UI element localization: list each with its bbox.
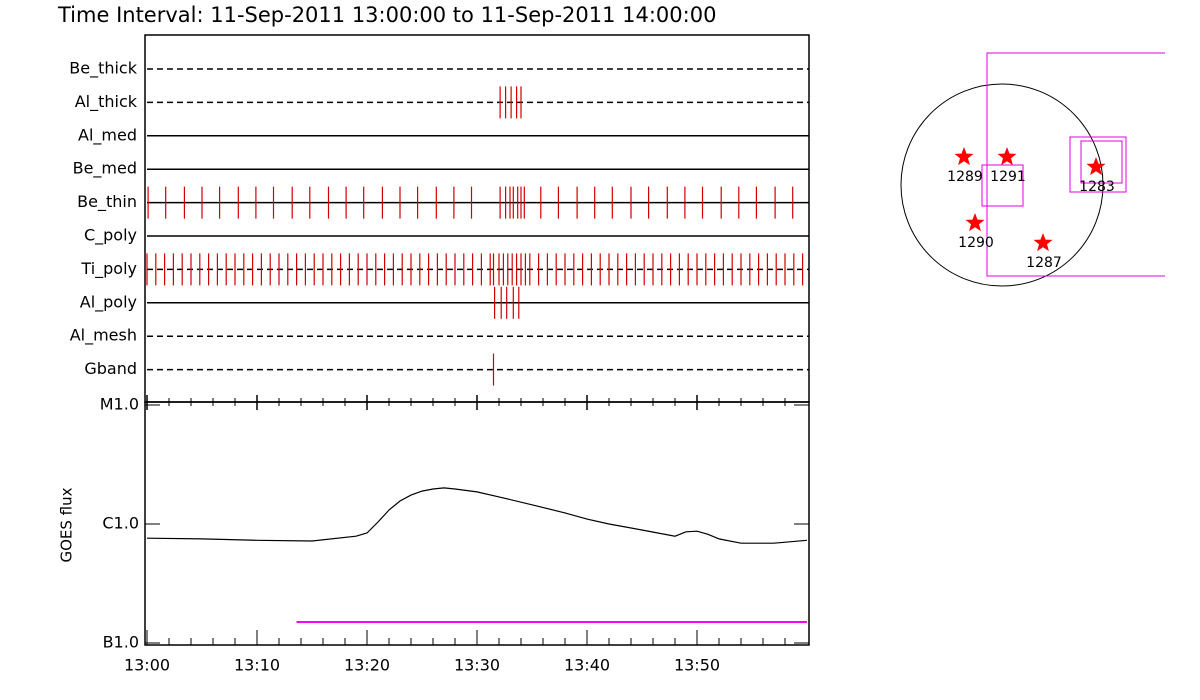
y-tick-label: Be_thin xyxy=(77,192,137,212)
sun-map xyxy=(900,52,1165,287)
y-tick-label: M1.0 xyxy=(100,395,139,414)
region-star xyxy=(954,147,974,166)
region-label: 1287 xyxy=(1026,255,1062,271)
region-label: 1283 xyxy=(1079,179,1115,195)
y-tick-label: Be_med xyxy=(73,159,137,179)
x-tick-label: 13:40 xyxy=(564,656,610,675)
y-tick-label: Al_poly xyxy=(80,292,137,312)
region-label: 1291 xyxy=(990,169,1026,185)
y-tick-label: Al_mesh xyxy=(70,326,137,346)
goes-panel-frame xyxy=(144,401,810,646)
fov-box xyxy=(1069,136,1127,193)
y-tick-label: C_poly xyxy=(84,226,137,246)
filter-panel-frame xyxy=(144,34,810,403)
region-label: 1289 xyxy=(947,169,983,185)
chart-title: Time Interval: 11-Sep-2011 13:00:00 to 1… xyxy=(57,3,716,27)
y-tick-label: Al_thick xyxy=(75,92,138,112)
y-tick-label: Be_thick xyxy=(69,59,137,79)
x-tick-label: 13:20 xyxy=(344,656,390,675)
y-tick-label: Gband xyxy=(84,359,137,378)
y-tick-label: C1.0 xyxy=(102,514,139,533)
region-star xyxy=(997,147,1017,166)
x-tick-label: 13:00 xyxy=(124,656,170,675)
fov-box xyxy=(1080,140,1123,184)
region-star xyxy=(1086,157,1106,176)
y-tick-label: Ti_poly xyxy=(80,259,137,279)
region-label: 1290 xyxy=(958,235,994,251)
region-star xyxy=(1033,233,1053,252)
region-star xyxy=(965,213,985,232)
solar-disk xyxy=(900,83,1104,287)
y-tick-label: Al_med xyxy=(78,125,137,145)
x-tick-label: 13:10 xyxy=(234,656,280,675)
y-axis-label: GOES flux xyxy=(58,487,76,562)
x-tick-label: 13:50 xyxy=(674,656,720,675)
fov-box xyxy=(981,164,1024,207)
x-tick-label: 13:30 xyxy=(454,656,500,675)
series-line xyxy=(146,487,808,544)
y-tick-label: B1.0 xyxy=(103,633,139,652)
